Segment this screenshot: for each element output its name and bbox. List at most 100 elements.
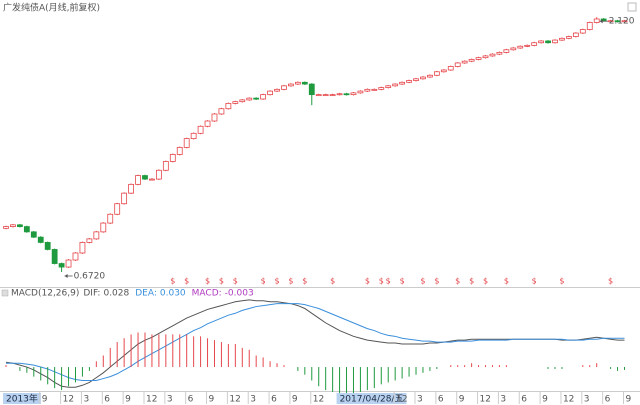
dividend-marker: $ (469, 277, 474, 286)
candle-body (468, 59, 475, 62)
candle-body (51, 249, 58, 264)
candle-body (545, 40, 551, 44)
candle-body (190, 132, 197, 140)
x-tick-label: 12 (396, 395, 407, 405)
candle-body (169, 154, 176, 162)
x-tick-label: 12 (229, 395, 240, 405)
annotation-label: 2.120 (609, 17, 635, 27)
candle-body (267, 90, 273, 96)
dividend-marker: $ (532, 277, 537, 286)
candle-body (274, 88, 280, 92)
candle-body (65, 259, 72, 268)
candle-body (510, 47, 517, 51)
candle-body (204, 120, 211, 127)
candle-body (315, 94, 322, 97)
crosshair-label-bg (336, 393, 407, 404)
x-tick-label: 3 (167, 395, 173, 405)
x-tick-label: 3 (250, 395, 256, 405)
candle-body (301, 81, 308, 85)
legend-value: 0.030 (160, 289, 186, 299)
dividend-marker: $ (504, 277, 509, 286)
candle-body (392, 83, 399, 87)
x-tick-label: 3 (417, 395, 423, 405)
candle-body (79, 242, 86, 254)
legend-value: -0.003 (225, 289, 254, 299)
candle-body (447, 66, 454, 71)
x-tick-label: 9 (125, 395, 131, 405)
candle-body (503, 49, 510, 53)
candle-body (253, 97, 260, 100)
candle-body (107, 213, 114, 224)
x-tick-label: 6 (605, 395, 611, 405)
candle-body (218, 108, 225, 115)
candle-body (288, 83, 294, 87)
candle-body (572, 32, 579, 37)
candle-body (607, 20, 614, 23)
legend-name: DIF: (83, 289, 100, 299)
candle-body (461, 60, 468, 64)
candle-body (44, 242, 51, 250)
x-tick-label: 6 (438, 395, 444, 405)
candle-body (364, 88, 371, 92)
x-tick-label: 9 (542, 395, 548, 405)
candle-body (336, 93, 343, 96)
candle-body (246, 97, 253, 101)
candle-body (420, 76, 426, 80)
x-tick-label: 3 (500, 395, 506, 405)
x-tick-label: 3 (584, 395, 590, 405)
candle-body (308, 83, 315, 96)
candle-body (183, 138, 190, 148)
candle-body (433, 71, 440, 76)
macd-icon[interactable] (1, 289, 9, 297)
candle-body (30, 231, 37, 238)
candle-body (225, 103, 232, 110)
x-tick-label: 9 (42, 395, 48, 405)
x-tick-label: 3 (83, 395, 89, 405)
crosshair-label: 2013年 (6, 393, 38, 405)
candle-body (489, 53, 496, 57)
candle-body (621, 20, 628, 23)
candle-body (524, 44, 531, 47)
candle-body (162, 161, 169, 171)
candle-body (559, 37, 565, 41)
dividend-marker: $ (400, 277, 405, 286)
candle-body (232, 101, 239, 104)
candle-body (531, 42, 538, 46)
candle-body (93, 231, 100, 240)
candle-body (114, 203, 121, 215)
candle-body (176, 147, 183, 155)
dividend-marker: $ (559, 277, 564, 286)
candle-body (350, 92, 357, 96)
candle-body (72, 252, 79, 261)
candle-body (329, 94, 336, 97)
x-tick-label: 12 (146, 395, 157, 405)
dividend-marker: $ (205, 277, 210, 286)
macd-title: MACD(12,26,9) (11, 289, 79, 299)
dividend-marker: $ (170, 277, 175, 286)
dividend-marker: $ (608, 277, 613, 286)
candle-body (58, 263, 65, 268)
dividend-marker: $ (455, 277, 460, 286)
candle-body (149, 178, 155, 181)
candle-body (593, 18, 600, 23)
x-tick-label: 6 (188, 395, 194, 405)
legend-name: MACD: (192, 289, 222, 299)
window-icon[interactable] (627, 2, 637, 12)
candle-body (482, 55, 489, 59)
candle-body (454, 62, 461, 67)
candle-body (427, 74, 433, 78)
candle-body (281, 85, 287, 90)
candle-body (600, 18, 607, 22)
candle-body (16, 224, 23, 227)
candle-body (413, 78, 419, 81)
x-tick-label: 9 (292, 395, 298, 405)
annotation-arrowhead (599, 19, 603, 24)
dividend-marker: $ (233, 277, 238, 286)
candle-body (37, 236, 44, 243)
chart-title: 广发纯债A(月线,前复权) (3, 2, 100, 14)
candle-body (579, 29, 586, 34)
candle-body (239, 99, 246, 103)
candle-body (211, 113, 218, 122)
dividend-marker: $ (274, 277, 279, 286)
